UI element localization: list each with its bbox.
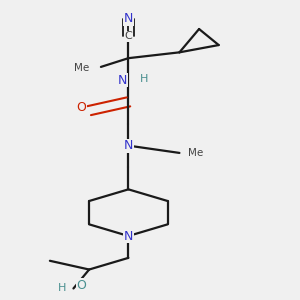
Text: H: H: [58, 284, 66, 293]
Text: C: C: [124, 31, 132, 41]
Text: O: O: [76, 279, 86, 292]
Text: Me: Me: [74, 63, 89, 74]
Text: H: H: [140, 74, 148, 84]
Text: N: N: [124, 230, 133, 242]
Text: Me: Me: [188, 148, 203, 158]
Text: O: O: [76, 101, 86, 114]
Text: N: N: [118, 74, 127, 86]
Text: N: N: [124, 139, 133, 152]
Text: N: N: [124, 12, 133, 25]
